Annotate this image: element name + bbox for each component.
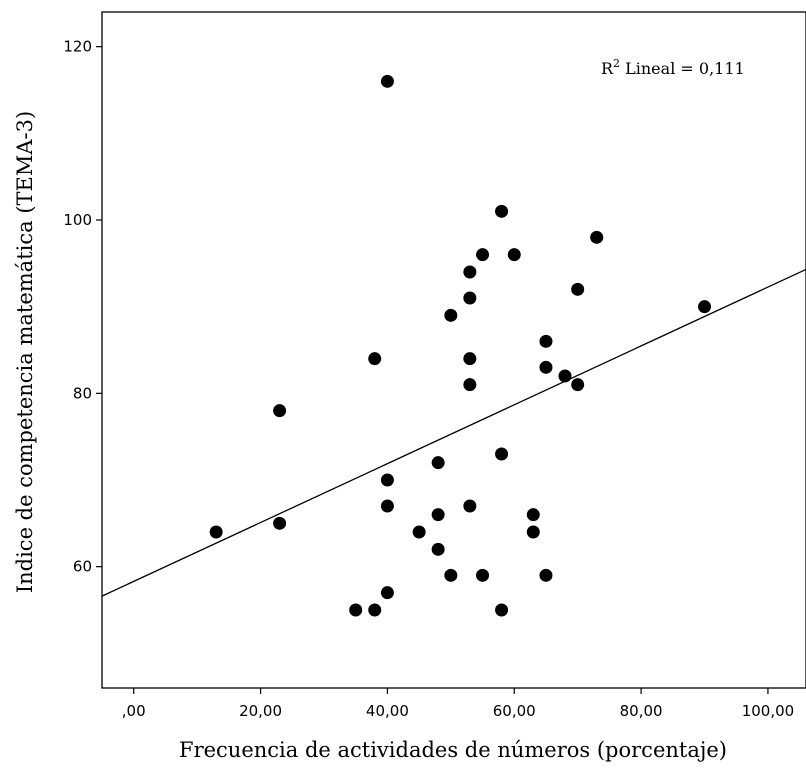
data-point [431,542,445,556]
data-point [463,265,477,279]
data-point [463,291,477,305]
r2-annotation: R2 Lineal = 0,111 [601,57,745,78]
data-point [380,74,394,88]
data-point [380,586,394,600]
data-point [412,525,426,539]
data-point [571,282,585,296]
data-point [476,248,490,262]
x-tick-label: 100,00 [742,702,795,720]
r2-annotation-superscript: 2 [613,57,620,70]
data-point [495,603,509,617]
data-point [526,525,540,539]
data-point [444,568,458,582]
regression-line [101,268,806,597]
data-point [463,352,477,366]
y-axis-title: Indice de competencia matemática (TEMA-3… [13,111,37,593]
x-tick-label: 20,00 [239,702,282,720]
data-point [463,378,477,392]
x-tick-label: ,00 [122,702,146,720]
y-tick-label: 80 [73,384,92,402]
x-tick-label: 80,00 [620,702,663,720]
data-point [495,447,509,461]
data-point [463,499,477,513]
plot-frame [101,11,806,689]
y-tick-label: 60 [73,558,92,576]
data-point [431,456,445,470]
data-point [273,404,287,418]
data-point [539,360,553,374]
data-point [571,378,585,392]
y-tick-label: 100 [63,211,92,229]
x-axis-title: Frecuencia de actividades de números (po… [179,738,727,762]
r2-annotation-text: Lineal = 0,111 [620,59,745,78]
x-tick-label: 60,00 [493,702,536,720]
data-point [558,369,572,383]
data-point [380,499,394,513]
data-point [476,568,490,582]
data-point [539,334,553,348]
data-point [526,508,540,522]
data-point [431,508,445,522]
data-point [273,516,287,530]
data-point [380,473,394,487]
data-point [444,308,458,322]
data-point [209,525,223,539]
data-point [698,300,712,314]
r2-annotation-prefix: R [601,59,614,78]
data-point [349,603,363,617]
data-point [507,248,521,262]
data-point [495,204,509,218]
data-point [539,568,553,582]
x-tick-label: 40,00 [366,702,409,720]
chart-marks: ,00 20,00 40,00 60,00 80,00 100,00 60 80 100 120 [63,11,806,720]
data-point [368,352,382,366]
data-point [368,603,382,617]
data-point [590,230,604,244]
y-tick-label: 120 [63,38,92,56]
